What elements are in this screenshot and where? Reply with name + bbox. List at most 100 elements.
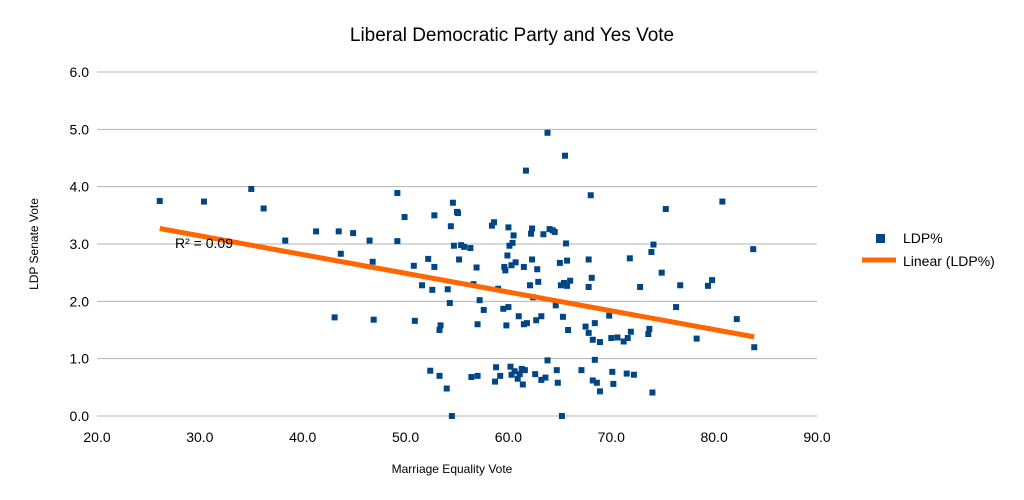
data-point [558,413,565,419]
y-tick-labels: 0.0 1.0 2.0 3.0 4.0 5.0 6.0 [70,64,90,424]
data-point [519,381,526,388]
data-point [585,329,592,336]
data-point [596,388,603,395]
data-point [493,364,500,371]
data-point [431,212,438,219]
data-point [562,152,568,159]
data-point [588,274,595,281]
data-point [436,327,443,333]
data-point [425,255,432,262]
data-point [480,306,487,313]
data-point [544,357,551,364]
y-tick-label: 0.0 [70,408,90,424]
data-point [474,321,481,328]
data-point [458,242,465,249]
data-point [504,252,511,259]
legend: LDP% Linear (LDP%) [862,230,995,269]
data-point [533,317,540,324]
data-point [200,198,207,205]
data-point [649,389,656,396]
data-point [427,367,434,374]
data-point [630,371,637,378]
data-point [606,312,613,319]
data-point [510,232,517,239]
gridlines [97,71,817,360]
data-point [560,279,567,286]
data-point [538,313,545,320]
data-point [565,327,572,333]
data-point [473,264,480,271]
y-tick-label: 3.0 [70,236,90,252]
data-point [518,365,525,372]
data-point [502,267,509,274]
x-tick-labels: 20.0 30.0 40.0 50.0 60.0 70.0 80.0 90.0 [83,429,830,445]
data-point [627,328,634,335]
data-point [529,256,536,263]
data-point [503,322,510,329]
data-point [444,286,451,293]
data-point [450,242,457,249]
data-point [447,223,454,230]
data-point [467,245,474,252]
data-point [282,237,289,244]
data-point [563,240,570,247]
legend-label-ldp: LDP% [903,230,943,246]
data-point [529,225,536,232]
data-point [411,317,418,324]
data-point [626,255,633,262]
data-point [455,210,462,217]
data-point [505,224,512,231]
data-point [673,304,680,311]
data-point [335,228,342,235]
data-point [645,331,652,338]
data-point [578,367,585,374]
data-point [449,199,456,206]
data-point [591,320,598,327]
x-tick-label: 20.0 [83,429,110,445]
data-point [704,282,711,289]
data-point [614,334,621,341]
data-point [461,243,468,250]
data-point [557,282,564,289]
data-point [589,336,596,343]
data-point [523,320,530,327]
data-point [593,379,600,386]
data-point [492,378,499,385]
r-squared-annotation: R² = 0.09 [175,235,233,251]
data-point [507,363,514,370]
data-point [512,259,519,266]
data-point [419,282,426,289]
data-point [488,222,495,229]
data-point [608,335,615,342]
data-point [491,219,498,226]
data-point [331,314,338,321]
data-point [436,372,443,379]
x-tick-label: 50.0 [392,429,419,445]
data-point [646,325,653,332]
data-point [508,371,515,378]
y-tick-label: 2.0 [70,293,90,309]
data-point [596,339,603,346]
data-point [527,282,534,289]
data-point [369,258,376,265]
data-point [431,263,438,270]
data-point [544,129,551,136]
data-point [709,277,716,284]
data-point [556,259,563,266]
data-point [693,335,700,342]
data-point [540,231,547,238]
data-point [637,284,644,290]
data-point [658,269,665,276]
data-point [532,371,539,378]
data-point [511,368,518,375]
data-point [505,304,512,311]
data-point [582,323,589,330]
x-tick-label: 80.0 [701,429,728,445]
data-point [552,302,559,309]
x-axis-label: Marriage Equality Vote [392,462,513,476]
data-point [623,370,630,377]
data-point [514,375,521,382]
data-point [468,374,475,381]
data-point [520,263,527,270]
